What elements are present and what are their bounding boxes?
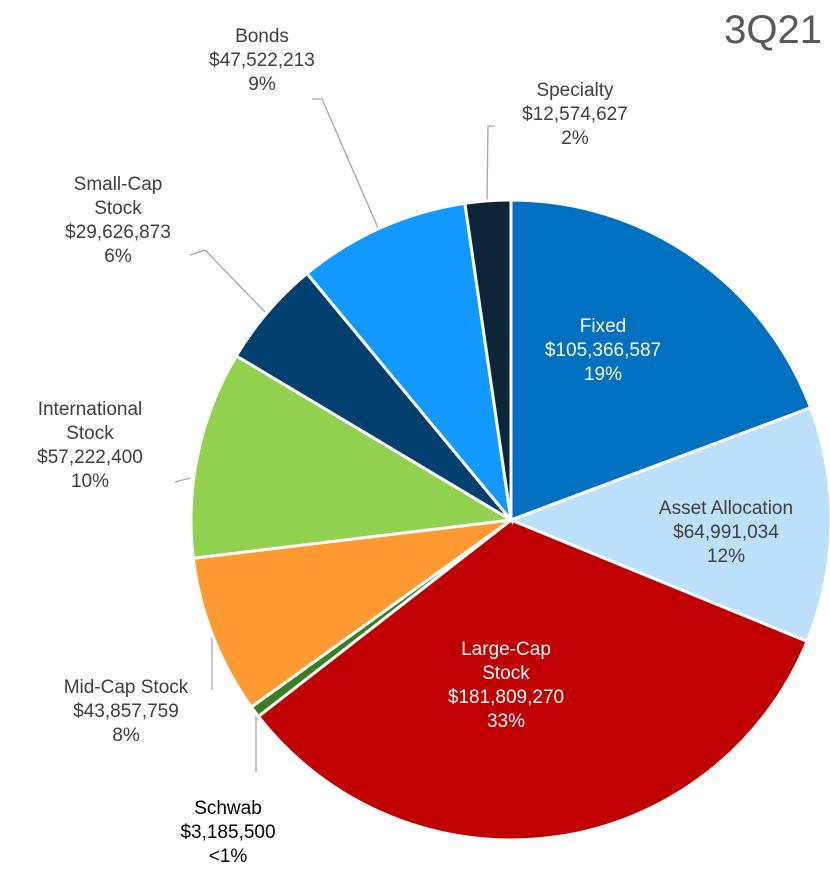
slice-label: International Stock $57,222,400 10% bbox=[15, 398, 165, 494]
category-label: Asset Allocation bbox=[658, 498, 794, 519]
slice-label: Schwab $3,185,500 <1% bbox=[153, 797, 303, 869]
leader-line bbox=[189, 249, 266, 313]
chart-title: 3Q21 bbox=[724, 8, 822, 52]
slice-label: Asset Allocation $64,991,034 12% bbox=[616, 497, 830, 569]
category-label: Schwab bbox=[194, 798, 262, 819]
percent-label: 19% bbox=[583, 364, 623, 385]
leader-line bbox=[486, 125, 495, 203]
category-label: Fixed bbox=[579, 316, 627, 337]
value-label: $64,991,034 bbox=[673, 522, 779, 543]
value-label: $181,809,270 bbox=[447, 687, 565, 708]
value-label: $12,574,627 bbox=[522, 104, 628, 125]
leader-lines bbox=[174, 98, 495, 772]
value-label: $47,522,213 bbox=[209, 50, 315, 71]
value-label: $3,185,500 bbox=[180, 822, 276, 843]
category-label: Large-Cap Stock bbox=[461, 639, 551, 684]
pie-slice bbox=[191, 518, 512, 710]
slice-label: Bonds $47,522,213 9% bbox=[187, 25, 337, 97]
slice-label: Large-Cap Stock $181,809,270 33% bbox=[446, 638, 566, 734]
pie-slice bbox=[304, 201, 514, 526]
percent-label: 6% bbox=[104, 246, 132, 267]
category-label: Mid-Cap Stock bbox=[63, 677, 189, 698]
category-label: Bonds bbox=[235, 26, 289, 47]
leader-line bbox=[174, 477, 191, 483]
category-label: Specialty bbox=[536, 80, 614, 101]
percent-label: 12% bbox=[706, 546, 746, 567]
percent-label: 8% bbox=[112, 725, 140, 746]
value-label: $43,857,759 bbox=[73, 701, 179, 722]
value-label: $29,626,873 bbox=[65, 222, 171, 243]
percent-label: 9% bbox=[248, 74, 276, 95]
value-label: $105,366,587 bbox=[544, 340, 662, 361]
pie-slice bbox=[506, 405, 830, 644]
pie-slice bbox=[189, 353, 516, 560]
percent-label: 10% bbox=[70, 471, 110, 492]
category-label: Small-Cap Stock bbox=[73, 174, 163, 219]
category-label: International Stock bbox=[37, 399, 143, 444]
value-label: $57,222,400 bbox=[37, 447, 143, 468]
slice-label: Specialty $12,574,627 2% bbox=[495, 79, 655, 151]
pie-slice bbox=[509, 198, 813, 523]
slice-label: Mid-Cap Stock $43,857,759 8% bbox=[26, 676, 226, 748]
percent-label: 2% bbox=[561, 128, 589, 149]
percent-label: 33% bbox=[486, 711, 526, 732]
percent-label: <1% bbox=[208, 846, 248, 867]
leader-line bbox=[312, 98, 379, 229]
slice-label: Fixed $105,366,587 19% bbox=[513, 315, 693, 387]
slice-label: Small-Cap Stock $29,626,873 6% bbox=[58, 173, 178, 269]
pie-slice bbox=[463, 198, 513, 521]
pie-slice bbox=[256, 518, 810, 842]
